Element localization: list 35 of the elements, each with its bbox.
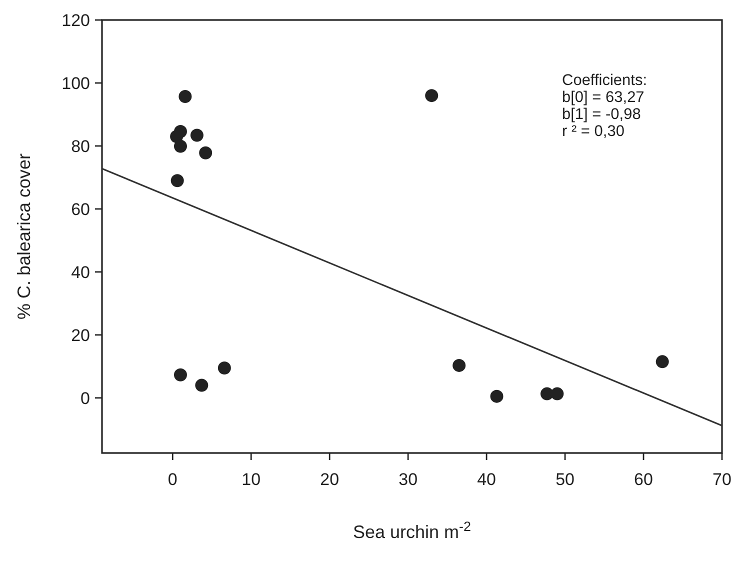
annotation: b[0] = 63,27 — [562, 89, 644, 106]
x-tick-label: 30 — [398, 470, 418, 489]
point — [656, 355, 669, 368]
x-tick-label: 60 — [634, 470, 653, 489]
point — [190, 128, 204, 142]
y-tick-label: 100 — [62, 74, 90, 93]
point — [170, 174, 184, 188]
point — [425, 89, 438, 102]
x-axis-title: Sea urchin m$^{-2}$ — [352, 518, 472, 542]
y-tick-label: 0 — [80, 388, 90, 408]
y-tick-label: 60 — [71, 200, 90, 219]
x-tick-label: 70 — [712, 470, 732, 489]
point — [195, 378, 208, 392]
point — [199, 146, 212, 160]
y-tick-label: 120 — [62, 10, 90, 30]
annotation: Coefficients: — [562, 72, 648, 89]
point — [174, 140, 187, 153]
annotation: b[1] = -0,98 — [562, 106, 641, 123]
point — [174, 368, 187, 382]
y-tick-label: 20 — [71, 326, 90, 345]
y-tick-label: 40 — [71, 262, 90, 282]
y-tick-label: 80 — [71, 136, 90, 156]
x-tick-label: 0 — [168, 470, 178, 489]
point — [550, 387, 564, 400]
y-axis-title: % C. balearica cover — [14, 153, 34, 320]
point — [218, 361, 231, 374]
point — [452, 358, 466, 372]
point — [178, 90, 192, 104]
annotation: r ² = 0,30 — [562, 123, 625, 140]
x-tick-label: 50 — [556, 470, 574, 489]
x-tick-label: 40 — [477, 470, 496, 489]
point — [490, 390, 504, 403]
x-tick-label: 20 — [320, 470, 340, 489]
x-tick-label: 10 — [242, 470, 261, 489]
point — [174, 124, 187, 138]
